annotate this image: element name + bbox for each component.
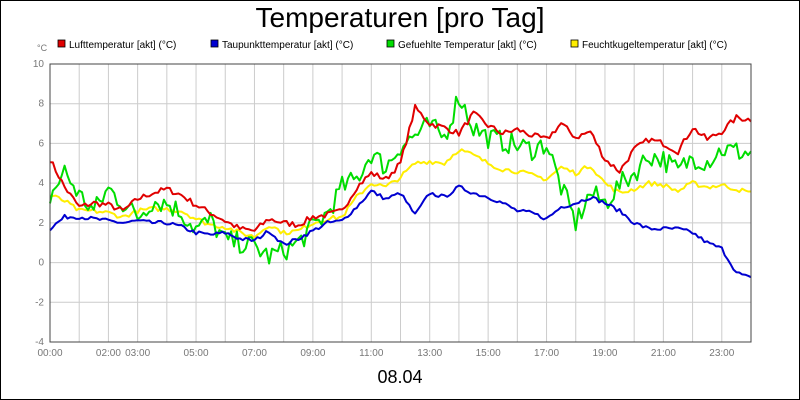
y-tick-label: 8 xyxy=(38,99,44,110)
legend: Lufttemperatur [akt] (°C) Taupunkttempera… xyxy=(57,39,727,51)
x-tick-label: 00:00 xyxy=(37,348,62,359)
x-tick-label: 21:00 xyxy=(651,348,676,359)
chart-title: Temperaturen [pro Tag] xyxy=(255,2,545,33)
x-tick-label: 05:00 xyxy=(184,348,209,359)
x-tick-label: 02:00 xyxy=(96,348,121,359)
legend-label: Gefuehlte Temperatur [akt] (°C) xyxy=(398,40,537,51)
x-tick-label: 09:00 xyxy=(300,348,325,359)
legend-swatch xyxy=(210,39,219,48)
grid xyxy=(49,63,752,343)
x-tick-label: 23:00 xyxy=(709,348,734,359)
x-tick-label: 07:00 xyxy=(242,348,267,359)
legend-label: Feuchtkugeltemperatur [akt] (°C) xyxy=(582,40,727,51)
x-tick-label: 15:00 xyxy=(476,348,501,359)
series-line-1 xyxy=(49,103,752,232)
x-tick-label: 11:00 xyxy=(359,348,384,359)
legend-label: Taupunkttemperatur [akt] (°C) xyxy=(222,40,353,51)
y-tick-label: 4 xyxy=(38,178,44,189)
legend-label: Lufttemperatur [akt] (°C) xyxy=(69,40,176,51)
legend-swatch xyxy=(57,39,66,48)
series-line-2 xyxy=(49,184,752,279)
x-tick-label: 13:00 xyxy=(417,348,442,359)
y-tick-label: 0 xyxy=(38,258,44,269)
series-lines xyxy=(49,95,752,279)
legend-swatch xyxy=(570,39,579,48)
legend-swatch xyxy=(386,39,395,48)
y-tick-label: 10 xyxy=(33,59,45,70)
date-label: 08.04 xyxy=(377,367,423,387)
y-tick-label: -4 xyxy=(35,337,44,348)
series-line-4 xyxy=(49,148,751,239)
plot-border xyxy=(49,63,752,343)
series-line-3 xyxy=(49,95,752,265)
x-tick-label: 03:00 xyxy=(125,348,150,359)
y-axis-unit: °C xyxy=(37,43,48,53)
x-tick-label: 19:00 xyxy=(592,348,617,359)
y-tick-label: 6 xyxy=(38,138,44,149)
axis-ticks: -4 -2 0 2 4 6 8 10 00:00 02:00 03:00 05:00 07:00 09:0… xyxy=(33,59,735,359)
x-tick-label: 17:00 xyxy=(534,348,559,359)
y-tick-label: 2 xyxy=(38,218,44,229)
y-tick-label: -2 xyxy=(35,297,44,308)
